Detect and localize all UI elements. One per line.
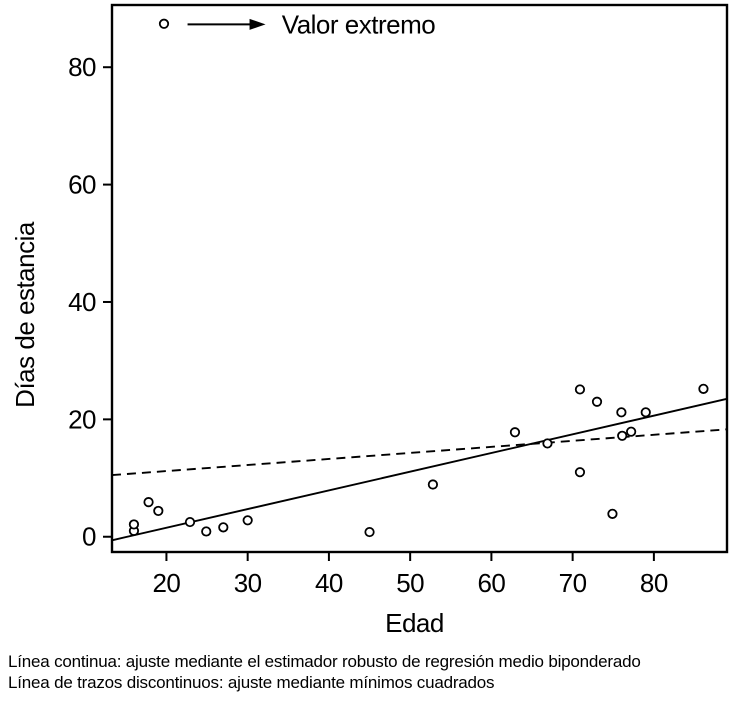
- data-point-marker: [427, 479, 439, 490]
- data-point-marker: [218, 522, 229, 533]
- data-point-marker: [574, 384, 586, 395]
- x-axis-title: Edad: [385, 608, 444, 638]
- data-point-marker: [574, 467, 586, 478]
- data-point-marker: [617, 430, 628, 441]
- data-point-marker: [153, 505, 164, 517]
- data-point-marker: [542, 438, 553, 449]
- y-axis-tick-label: 80: [68, 52, 96, 82]
- caption-line-solid: Línea continua: ajuste mediante el estim…: [8, 652, 641, 671]
- x-axis-tick-label: 20: [152, 568, 180, 598]
- data-point-marker: [591, 396, 603, 407]
- plot-frame: [110, 3, 729, 554]
- y-axis-tick-label: 0: [82, 522, 96, 552]
- data-point-marker: [364, 526, 375, 538]
- annotation-arrowhead-icon: [249, 18, 266, 30]
- annotation-label: Valor extremo: [282, 9, 435, 39]
- x-axis-tick-label: 50: [396, 568, 424, 598]
- data-point-marker: [128, 519, 140, 530]
- data-point-marker: [158, 18, 170, 29]
- data-point-marker: [640, 407, 651, 418]
- x-axis-tick-label: 70: [559, 568, 587, 598]
- data-point-marker: [184, 516, 196, 528]
- x-axis-tick-label: 60: [477, 568, 505, 598]
- figure-caption: Línea continua: ajuste mediante el estim…: [8, 651, 722, 693]
- caption-line-dashed: Línea de trazos discontinuos: ajuste med…: [8, 673, 495, 692]
- data-point-marker: [509, 427, 521, 438]
- robust-fit-line: [111, 397, 728, 542]
- y-axis-tick-label: 20: [68, 404, 96, 434]
- y-axis-title: Días de estancia: [10, 221, 40, 408]
- data-point-marker: [201, 526, 212, 537]
- x-axis-tick-label: 30: [234, 568, 262, 598]
- data-point-marker: [607, 508, 618, 519]
- x-axis-tick-label: 80: [640, 568, 668, 598]
- data-point-marker: [616, 407, 627, 418]
- data-point-marker: [242, 515, 253, 526]
- scatter-plot: 20 30 40 50 60 70 80 0 20 40 60 80 Edad Días de estan…: [10, 3, 729, 638]
- data-point-marker: [626, 426, 637, 437]
- x-axis-tick-label: 40: [315, 568, 343, 598]
- y-axis-tick-label: 40: [68, 287, 96, 317]
- y-axis-tick-label: 60: [68, 170, 96, 200]
- data-point-marker: [143, 497, 154, 508]
- chart-area: 20 30 40 50 60 70 80 0 20 40 60 80 Edad Días de estan…: [10, 3, 729, 638]
- data-point-marker: [698, 383, 709, 394]
